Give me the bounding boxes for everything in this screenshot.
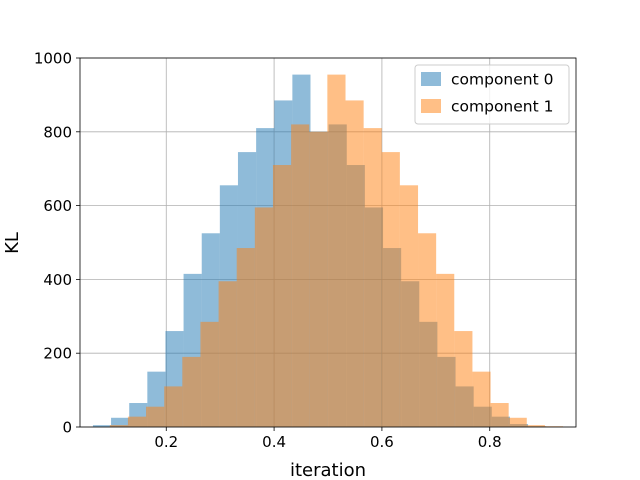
histogram-bar <box>309 131 328 428</box>
histogram-bar <box>291 124 310 428</box>
series-component-1 <box>109 74 564 428</box>
histogram-bar <box>508 417 527 427</box>
histogram-bar <box>182 356 201 427</box>
histogram-bar <box>164 386 183 427</box>
histogram-bar <box>146 406 165 427</box>
legend-swatch-component-0 <box>421 72 441 86</box>
histogram-bar <box>418 233 437 427</box>
x-tick-label: 0.8 <box>478 433 502 451</box>
y-tick-label: 600 <box>43 197 72 215</box>
legend-box <box>414 64 570 125</box>
histogram-bar <box>272 165 292 427</box>
legend-label-component-1: component 1 <box>451 98 553 116</box>
x-tick-label: 0.2 <box>154 433 178 451</box>
histogram-bar <box>472 371 491 427</box>
histogram-bar <box>218 281 237 427</box>
y-tick-label: 0 <box>62 419 72 437</box>
legend-swatch-component-1 <box>421 99 441 113</box>
histogram-bar <box>236 248 255 427</box>
histogram-bar <box>363 128 382 428</box>
x-tick-label: 0.6 <box>370 433 394 451</box>
histogram-bar <box>526 425 545 427</box>
x-axis-label: iteration <box>290 460 366 480</box>
histogram-bar <box>490 403 509 427</box>
histogram-bar <box>436 273 455 427</box>
histogram-bar <box>454 331 473 427</box>
legend: component 0 component 1 <box>414 64 570 125</box>
histogram-bar <box>109 425 128 427</box>
y-tick-label: 1000 <box>34 50 72 68</box>
legend-label-component-0: component 0 <box>451 71 553 89</box>
histogram-bar <box>92 425 112 427</box>
y-tick-label: 400 <box>43 271 72 289</box>
histogram-bar <box>381 152 400 427</box>
y-axis-label: KL <box>2 232 23 254</box>
histogram-bars <box>92 74 564 428</box>
histogram-bar <box>127 416 147 427</box>
histogram-bar <box>111 417 130 427</box>
x-tick-label: 0.4 <box>262 433 286 451</box>
axis-ticks: 0.2 0.4 0.6 0.8 0 200 400 600 800 1000 <box>34 50 502 452</box>
histogram-bar <box>345 100 364 427</box>
histogram-bar <box>327 74 346 427</box>
histogram-bar <box>254 207 273 427</box>
histogram-bar <box>399 185 419 427</box>
histogram-bar <box>200 321 219 427</box>
plot-frame <box>79 57 577 428</box>
y-tick-label: 800 <box>43 123 72 141</box>
y-tick-label: 200 <box>43 345 72 363</box>
